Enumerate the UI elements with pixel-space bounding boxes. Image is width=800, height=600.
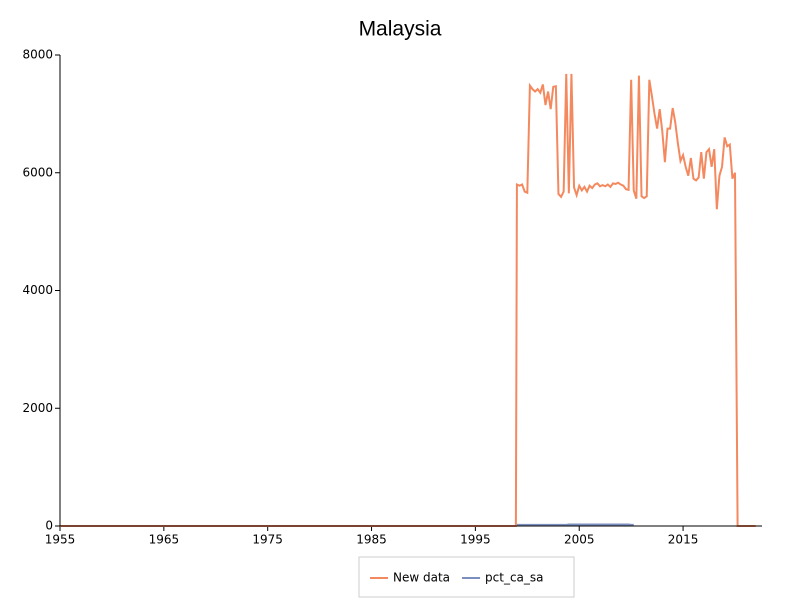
x-tick-label: 1995	[460, 533, 491, 547]
data-line	[60, 73, 756, 527]
y-tick-label: 8000	[22, 48, 53, 62]
y-tick-label: 0	[45, 519, 53, 533]
x-tick-label: 1965	[149, 533, 180, 547]
x-tick-label: 1975	[252, 533, 283, 547]
x-tick-label: 1985	[356, 533, 387, 547]
legend-label: New data	[393, 571, 450, 585]
y-tick-label: 4000	[22, 283, 53, 297]
x-tick-label: 2015	[668, 533, 699, 547]
y-tick-label: 6000	[22, 165, 53, 179]
y-tick-label: 2000	[22, 401, 53, 415]
legend-label: pct_ca_sa	[485, 571, 543, 585]
x-tick-label: 2005	[564, 533, 595, 547]
x-tick-label: 1955	[45, 533, 76, 547]
chart-title: Malaysia	[359, 18, 442, 41]
